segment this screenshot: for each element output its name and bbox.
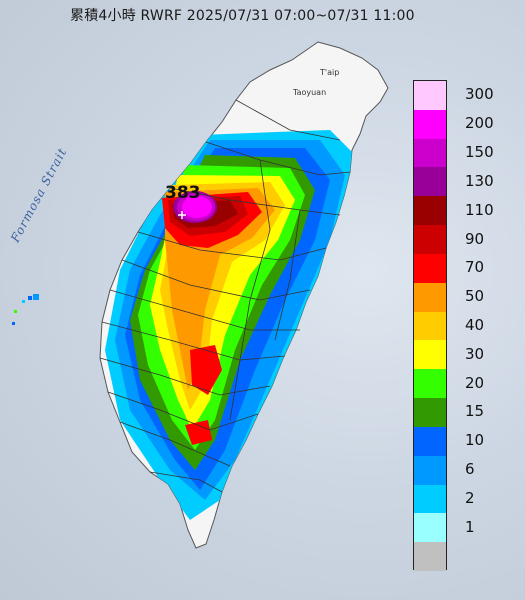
legend-color-bar (413, 80, 447, 571)
legend-swatch (414, 426, 446, 456)
legend-label: 20 (465, 373, 485, 392)
max-marker (178, 211, 186, 219)
legend-label: 40 (465, 316, 485, 334)
legend-swatch (414, 109, 446, 139)
legend-swatch (414, 225, 446, 254)
legend-swatch (414, 513, 446, 543)
legend-swatch (414, 196, 446, 226)
city-label-taoyuan: Taoyuan (293, 88, 327, 97)
legend-swatch (414, 398, 446, 427)
legend-label: 110 (465, 200, 494, 219)
legend-swatch (414, 340, 446, 370)
legend-label: 6 (465, 460, 475, 479)
legend-swatch (414, 455, 446, 485)
city-label-taipei: T'aip (320, 68, 340, 77)
rainfall-overlay (105, 130, 360, 520)
offshore-islands (12, 294, 39, 325)
legend-swatch (414, 81, 446, 110)
legend-swatch (414, 484, 446, 514)
legend-label: 200 (465, 114, 494, 133)
legend-label: 150 (465, 143, 494, 162)
legend-label: 30 (465, 344, 485, 363)
legend-label: 130 (465, 171, 494, 190)
legend-swatch (414, 253, 446, 283)
legend-swatch (414, 369, 446, 399)
max-value-label: 383 (165, 183, 201, 203)
legend-label: 2 (465, 488, 475, 507)
legend-label: 15 (465, 402, 485, 421)
legend-swatch (414, 311, 446, 341)
map-title: 累積4小時 RWRF 2025/07/31 07:00~07/31 11:00 (70, 8, 415, 24)
legend-label: 70 (465, 258, 485, 277)
legend-label: 1 (465, 517, 475, 536)
legend-swatch (414, 167, 446, 197)
county-boundaries (99, 99, 351, 493)
legend-label: 90 (465, 229, 485, 248)
legend-label: 10 (465, 431, 485, 450)
legend-swatch (414, 138, 446, 168)
legend-label: 300 (465, 85, 494, 104)
legend-label: 50 (465, 287, 485, 306)
legend-swatch (414, 282, 446, 312)
legend-swatch (414, 542, 446, 571)
